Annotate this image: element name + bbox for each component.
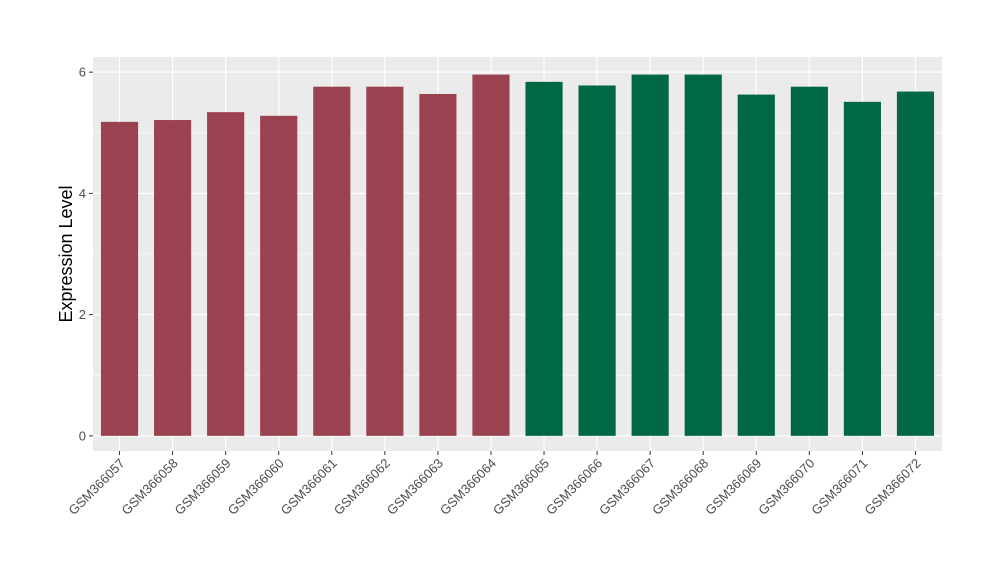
x-tick-label: GSM366070 bbox=[755, 456, 817, 518]
x-tick-label: GSM366061 bbox=[278, 456, 340, 518]
bar-GSM366068 bbox=[684, 74, 722, 436]
bar-GSM366065 bbox=[525, 81, 563, 436]
y-tick-label: 6 bbox=[79, 65, 86, 80]
x-tick-label: GSM366065 bbox=[490, 456, 552, 518]
y-tick-label: 4 bbox=[79, 186, 86, 201]
y-tick-label: 0 bbox=[79, 428, 86, 443]
bar-GSM366059 bbox=[207, 112, 245, 436]
y-axis-title: Expression Level bbox=[56, 185, 76, 322]
bar-GSM366070 bbox=[790, 86, 828, 436]
bar-GSM366062 bbox=[366, 86, 404, 436]
bar-GSM366066 bbox=[578, 85, 616, 436]
x-tick-label: GSM366063 bbox=[384, 456, 446, 518]
bar-GSM366064 bbox=[472, 74, 510, 436]
bar-GSM366069 bbox=[737, 94, 775, 436]
x-tick-label: GSM366064 bbox=[437, 456, 499, 518]
x-tick-label: GSM366066 bbox=[543, 456, 605, 518]
x-tick-label: GSM366069 bbox=[702, 456, 764, 518]
bar-GSM366057 bbox=[100, 121, 139, 436]
bar-GSM366067 bbox=[631, 74, 669, 436]
y-tick-label: 2 bbox=[79, 307, 86, 322]
x-tick-label: GSM366067 bbox=[596, 456, 658, 518]
x-tick-label: GSM366072 bbox=[861, 456, 923, 518]
x-tick-label: GSM366059 bbox=[172, 456, 234, 518]
bar-GSM366060 bbox=[260, 115, 298, 436]
x-tick-label: GSM366062 bbox=[331, 456, 393, 518]
bar-GSM366072 bbox=[896, 91, 935, 436]
x-tick-label: GSM366060 bbox=[225, 456, 287, 518]
bar-GSM366061 bbox=[313, 86, 351, 436]
x-tick-label: GSM366068 bbox=[649, 456, 711, 518]
bar-GSM366071 bbox=[843, 101, 881, 436]
x-tick-label: GSM366071 bbox=[808, 456, 870, 518]
bar-GSM366063 bbox=[419, 93, 457, 436]
x-tick-label: GSM366058 bbox=[118, 456, 180, 518]
x-tick-label: GSM366057 bbox=[65, 456, 127, 518]
bar-GSM366058 bbox=[154, 120, 192, 436]
